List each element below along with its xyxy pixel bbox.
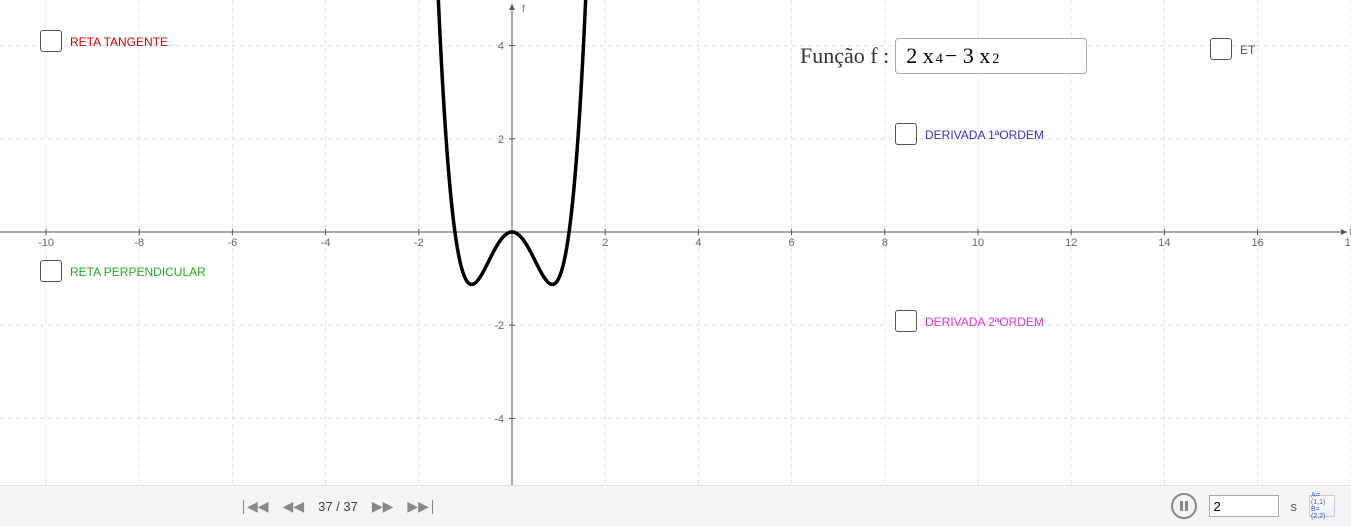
function-label: Função f : xyxy=(800,43,889,69)
svg-text:f: f xyxy=(522,4,525,15)
label-derivada-1: DERIVADA 1ªORDEM xyxy=(925,128,1044,142)
checkbox-reta-perpendicular[interactable] xyxy=(40,260,62,282)
function-input[interactable]: 2 x4 − 3 x2 xyxy=(895,38,1087,74)
checkbox-derivada-1[interactable] xyxy=(895,123,917,145)
svg-text:10: 10 xyxy=(972,237,984,249)
svg-text:-2: -2 xyxy=(414,237,424,249)
svg-text:4: 4 xyxy=(498,41,504,53)
speed-unit-label: s xyxy=(1291,499,1298,514)
svg-text:18: 18 xyxy=(1345,237,1351,249)
nav-prev-icon[interactable]: ◀◀ xyxy=(283,498,305,515)
svg-text:6: 6 xyxy=(789,237,795,249)
speed-input[interactable] xyxy=(1209,495,1279,517)
svg-text:16: 16 xyxy=(1251,237,1263,249)
plot-svg: f -10 -8 -6 -4 -2 2 4 6 8 10 12 14 16 18 -4 -2 2 4 xyxy=(0,0,1351,486)
svg-text:4: 4 xyxy=(695,237,701,249)
nav-last-icon[interactable]: ▶▶∣ xyxy=(407,498,436,515)
pause-button[interactable] xyxy=(1171,493,1197,519)
svg-text:8: 8 xyxy=(882,237,888,249)
label-et: ET xyxy=(1240,43,1255,57)
nav-next-icon[interactable]: ▶▶ xyxy=(372,498,394,515)
svg-text:-8: -8 xyxy=(134,237,144,249)
svg-text:-10: -10 xyxy=(38,237,54,249)
svg-text:-2: -2 xyxy=(494,320,504,332)
svg-text:-4: -4 xyxy=(321,237,331,249)
stylebar-button[interactable]: A=(1,1)B=(2,2) xyxy=(1309,495,1335,517)
svg-text:-4: -4 xyxy=(494,413,504,425)
nav-first-icon[interactable]: ∣◀◀ xyxy=(240,498,269,515)
svg-text:-6: -6 xyxy=(228,237,238,249)
step-counter: 37 / 37 xyxy=(318,499,358,514)
checkbox-et[interactable] xyxy=(1210,38,1232,60)
animation-toolbar: ∣◀◀ ◀◀ 37 / 37 ▶▶ ▶▶∣ s A=(1,1)B=(2,2) xyxy=(0,485,1351,526)
svg-text:12: 12 xyxy=(1065,237,1077,249)
svg-text:14: 14 xyxy=(1158,237,1170,249)
checkbox-reta-tangente[interactable] xyxy=(40,30,62,52)
checkbox-derivada-2[interactable] xyxy=(895,310,917,332)
label-reta-tangente: RETA TANGENTE xyxy=(70,35,168,49)
svg-text:2: 2 xyxy=(602,237,608,249)
label-reta-perpendicular: RETA PERPENDICULAR xyxy=(70,265,206,279)
svg-text:2: 2 xyxy=(498,134,504,146)
label-derivada-2: DERIVADA 2ªORDEM xyxy=(925,315,1044,329)
